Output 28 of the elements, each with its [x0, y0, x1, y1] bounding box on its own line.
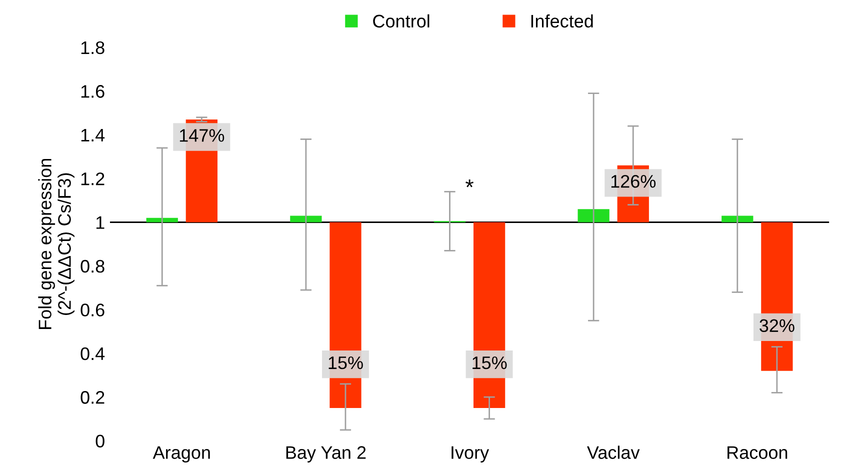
y-tick-label: 1.2 — [81, 172, 104, 186]
x-tick-label: Vaclav — [587, 446, 640, 459]
x-tick-label: Bay Yan 2 — [286, 446, 366, 463]
y-tick-label: 1.8 — [81, 41, 104, 54]
y-tick-label: 0 — [96, 434, 104, 448]
x-tick-label: Ivory — [452, 446, 490, 463]
y-tick-label: 0.2 — [80, 391, 104, 404]
data-label: 147% — [180, 129, 224, 142]
data-label: 15% — [472, 356, 507, 370]
y-axis-title: Fold gene expression (2^-(ΔΔCt) Cs/F3) — [38, 158, 74, 329]
bar — [146, 218, 178, 222]
bar — [290, 216, 322, 222]
bar — [722, 216, 754, 222]
data-label: 15% — [328, 356, 363, 370]
y-tick-label: 0.6 — [80, 304, 104, 316]
y-tick-label: 1.6 — [81, 85, 104, 98]
annotation: * — [466, 179, 474, 188]
y-tick-label: 1 — [96, 216, 104, 229]
legend-label: Control — [373, 14, 430, 28]
legend-label: Infected — [531, 14, 593, 28]
y-tick-label: 1.4 — [81, 128, 105, 142]
y-tick-label: 0.8 — [80, 260, 104, 273]
data-label: 126% — [611, 174, 656, 188]
data-label: 32% — [760, 319, 794, 332]
y-tick-label: 0.4 — [80, 347, 105, 360]
bar — [578, 209, 610, 222]
x-tick-label: Aragon — [152, 446, 210, 463]
x-tick-label: Racoon — [728, 446, 788, 459]
